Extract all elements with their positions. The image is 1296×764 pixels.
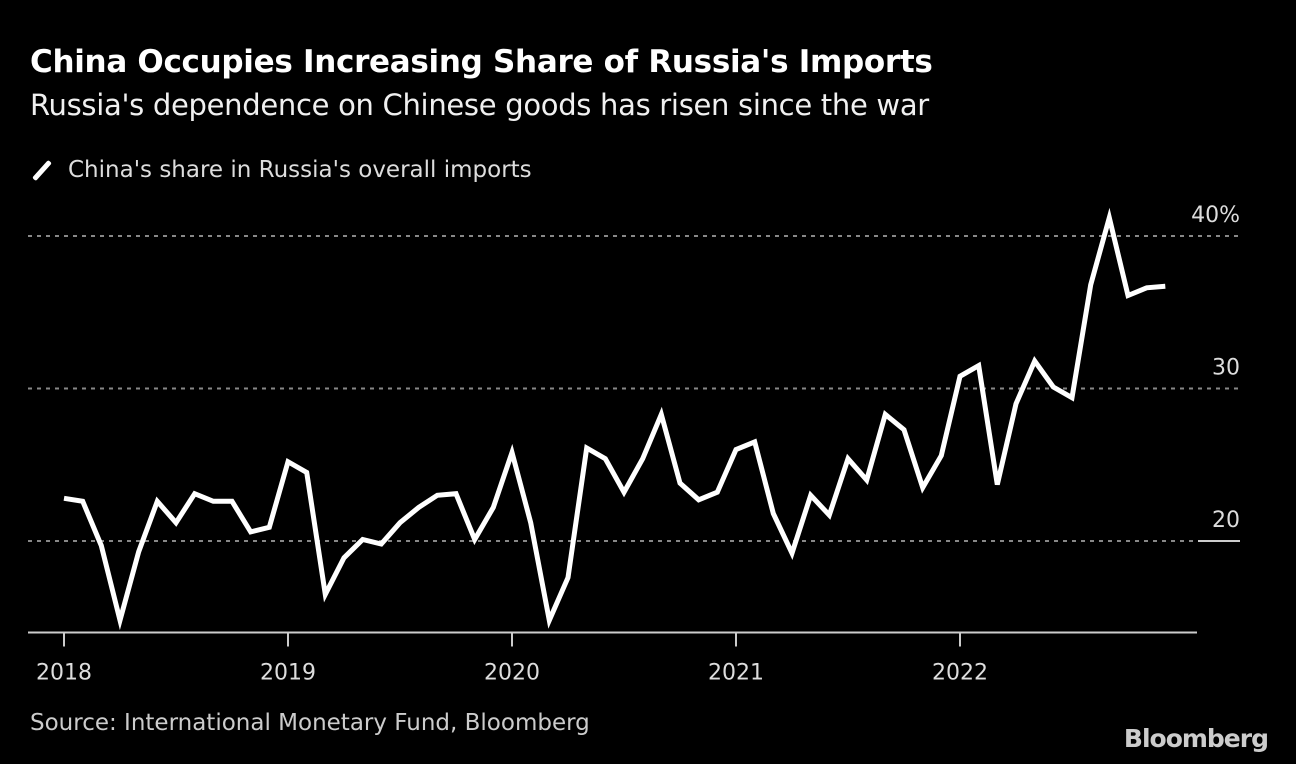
x-tick-label: 2018 xyxy=(36,661,92,686)
series-line xyxy=(63,207,1166,631)
source-note: Source: International Monetary Fund, Blo… xyxy=(30,710,590,736)
legend-label: China's share in Russia's overall import… xyxy=(68,157,532,183)
x-axis-labels: 2018 2019 2020 2021 2022 xyxy=(36,661,988,686)
y-axis-labels: 20 30 40% xyxy=(1191,203,1240,533)
bloomberg-logo: Bloomberg xyxy=(1123,724,1269,753)
y-tick-label: 30 xyxy=(1212,356,1240,381)
chart-subtitle: Russia's dependence on Chinese goods has… xyxy=(30,88,929,122)
legend: China's share in Russia's overall import… xyxy=(30,157,532,183)
x-axis xyxy=(28,631,1197,647)
x-tick-label: 2020 xyxy=(484,661,540,686)
y-tick-label: 40% xyxy=(1191,203,1240,228)
gridlines xyxy=(28,235,1240,542)
chart-title: China Occupies Increasing Share of Russi… xyxy=(30,44,933,80)
series-line-path xyxy=(63,207,1166,631)
x-tick-label: 2019 xyxy=(260,661,316,686)
x-tick-label: 2022 xyxy=(932,661,988,686)
x-tick-label: 2021 xyxy=(708,661,764,686)
y-tick-label: 20 xyxy=(1212,508,1240,533)
